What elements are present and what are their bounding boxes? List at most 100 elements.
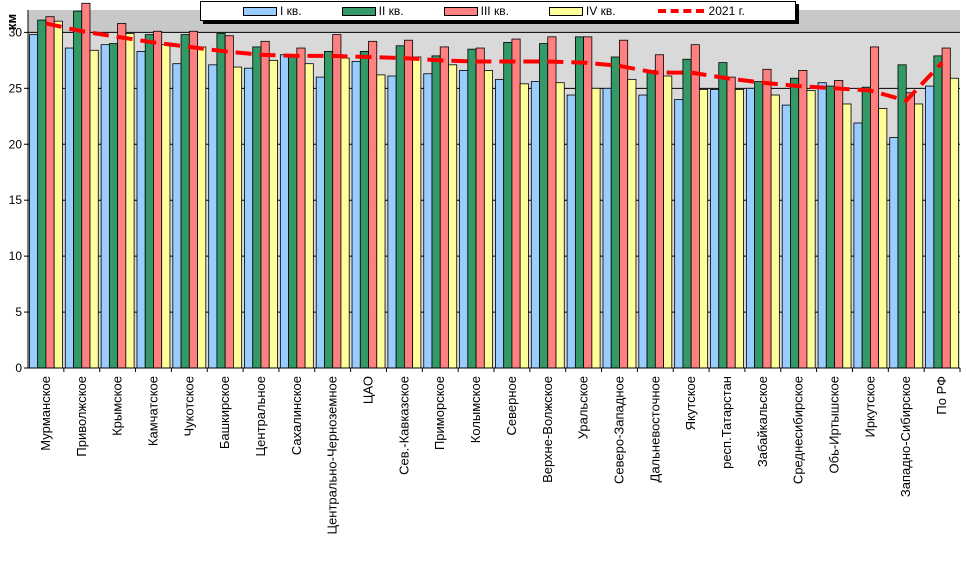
category-label: Центральное — [253, 376, 268, 456]
category-label: Крымское — [110, 376, 125, 436]
bar-1 — [889, 137, 899, 369]
bar-1 — [279, 54, 290, 369]
bar-3 — [547, 36, 557, 369]
bar-1 — [602, 87, 612, 369]
bar-4 — [519, 83, 529, 369]
bar-3 — [583, 36, 593, 369]
bar-4 — [89, 49, 99, 369]
bar-1 — [29, 34, 39, 369]
bar-2 — [395, 45, 405, 369]
bar-3 — [153, 30, 163, 369]
bar-2 — [718, 62, 728, 369]
bar-4 — [232, 66, 243, 369]
bar-4 — [53, 20, 63, 369]
bar-4 — [197, 46, 207, 369]
bar-3 — [475, 47, 485, 369]
bar-2 — [324, 50, 334, 369]
bar-3 — [439, 46, 449, 369]
category-label: респ.Татарстан — [719, 376, 734, 469]
bar-1 — [208, 64, 218, 369]
bar-2 — [574, 36, 585, 369]
bar-4 — [483, 70, 493, 369]
category-label: Обь-Иртышское — [827, 376, 842, 473]
bar-2 — [861, 86, 871, 369]
bar-3 — [690, 44, 700, 369]
bar-1 — [459, 70, 469, 369]
bar-1 — [100, 44, 110, 369]
bar-4 — [663, 75, 673, 369]
category-label: Колымское — [468, 376, 483, 443]
bar-3 — [834, 80, 844, 369]
bar-1 — [387, 75, 397, 369]
bar-1 — [136, 50, 146, 369]
category-label: Камчатское — [145, 376, 160, 446]
category-label: Мурманское — [38, 376, 53, 451]
bar-4 — [734, 89, 744, 369]
category-label: Иркутское — [862, 376, 877, 438]
bar-3 — [224, 35, 234, 369]
category-label: Якутское — [683, 376, 698, 430]
bar-3 — [619, 39, 629, 369]
bar-3 — [81, 2, 91, 369]
category-label: Башкирское — [217, 376, 232, 449]
bar-3 — [332, 34, 342, 369]
bar-4 — [878, 108, 888, 369]
bar-2 — [73, 10, 83, 369]
bar-2 — [610, 56, 620, 369]
bar-2 — [288, 54, 298, 369]
bar-1 — [495, 78, 505, 369]
bar-3 — [260, 40, 270, 369]
bar-4 — [914, 103, 924, 369]
bar-1 — [853, 122, 863, 369]
category-label: Среднесибирское — [791, 376, 806, 484]
bar-2 — [897, 64, 907, 369]
category-label: Сахалинское — [289, 376, 304, 455]
legend-label-q4: IV кв. — [585, 4, 616, 18]
bar-3 — [188, 30, 198, 369]
bar-2 — [108, 43, 119, 369]
bar-4 — [340, 57, 350, 369]
category-label: По РФ — [934, 376, 949, 415]
bar-4 — [842, 103, 852, 369]
category-label: Дальневосточное — [647, 376, 662, 482]
bar-2 — [933, 55, 943, 369]
bar-1 — [64, 47, 74, 369]
bar-1 — [244, 67, 254, 369]
bar-1 — [745, 87, 756, 369]
legend-item-2021: 2021 г. — [656, 4, 745, 18]
legend-line-2021 — [657, 9, 704, 13]
category-label: ЦАО — [361, 376, 376, 404]
legend-item-q3: III кв. — [443, 4, 509, 18]
category-label: Сев.-Кавказское — [396, 376, 411, 475]
legend-label-q1: I кв. — [280, 4, 302, 18]
bar-4 — [627, 78, 637, 369]
bar-2 — [754, 81, 764, 369]
line-2021 — [45, 21, 944, 103]
bar-2 — [790, 77, 800, 369]
y-axis-label: км — [4, 14, 19, 30]
category-label: Северное — [504, 376, 519, 435]
category-label: Забайкальское — [755, 376, 770, 467]
legend-swatch-q4 — [548, 6, 583, 16]
bar-4 — [806, 90, 816, 369]
bar-3 — [905, 92, 915, 369]
category-label: Приволжское — [74, 376, 89, 457]
bar-1 — [566, 94, 576, 369]
legend-item-q1: I кв. — [243, 4, 302, 18]
bar-2 — [539, 43, 549, 369]
bar-1 — [423, 73, 433, 369]
bar-3 — [762, 68, 772, 369]
bar-2 — [503, 42, 513, 369]
bar-3 — [869, 46, 880, 369]
bar-4 — [949, 77, 959, 369]
bar-3 — [798, 70, 808, 369]
legend-swatch-q3 — [443, 6, 478, 16]
bar-1 — [781, 104, 791, 369]
y-tick-label: 30 — [9, 25, 23, 39]
bar-2 — [252, 46, 262, 369]
bar-1 — [315, 76, 325, 369]
y-tick-label: 0 — [15, 361, 22, 375]
bar-2 — [144, 34, 154, 369]
